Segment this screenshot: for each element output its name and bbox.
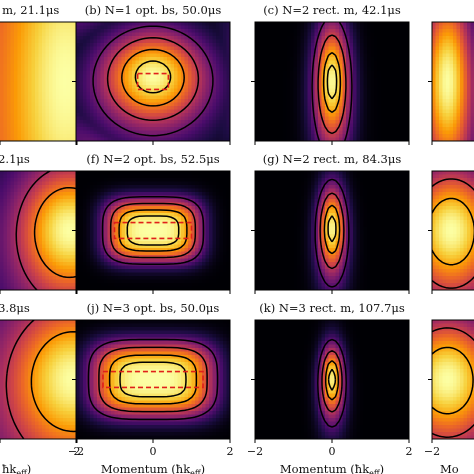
xlabel-k: Momentum (ħkeff) <box>280 462 384 474</box>
panel-title-f: (f) N=2 opt. bs, 52.5μs <box>86 152 219 166</box>
contour-l-2 <box>432 346 474 415</box>
xlabel-i: ħkeff) <box>2 462 31 474</box>
panel-b: (b) N=1 opt. bs, 50.0μs <box>72 3 231 145</box>
xlabel-l: Mo <box>440 462 459 474</box>
panel-title-g: (g) N=2 rect. m, 84.3μs <box>263 152 402 166</box>
panel-d: (d) N <box>428 21 474 145</box>
target-box-j <box>102 370 204 389</box>
contour-k-1 <box>321 350 343 413</box>
contour-k-3 <box>327 368 337 391</box>
xtick-label-k: −2 <box>247 445 263 458</box>
xtick-label-j: −2 <box>68 445 84 458</box>
contour-b-0 <box>92 25 214 137</box>
contour-j-2 <box>108 354 198 405</box>
contour-f-2 <box>118 209 188 252</box>
panel-j: (j) N=3 opt. bs, 50.0μs −2 0 2 Momentum (ħke… <box>68 301 234 474</box>
contour-j-3 <box>119 361 187 398</box>
contour-l-1 <box>432 327 474 438</box>
panel-l: (l) N−2Mo <box>424 319 474 474</box>
heatmap-a <box>0 22 77 141</box>
contour-j-0 <box>87 338 219 421</box>
contour-j-1 <box>98 346 208 413</box>
panel-title-j: (j) N=3 opt. bs, 50.0μs <box>87 301 220 315</box>
contour-k-0 <box>317 338 347 428</box>
contour-i-0 <box>5 320 35 439</box>
contour-f-0 <box>101 196 205 265</box>
xtick-label-k: 2 <box>406 445 413 458</box>
xtick-label-j: 0 <box>150 445 157 458</box>
contour-c-1 <box>317 34 347 135</box>
contour-f-1 <box>109 202 197 259</box>
contour-c-2 <box>322 52 342 113</box>
panel-f: (f) N=2 opt. bs, 52.5μs <box>72 152 231 294</box>
heatmap-f <box>76 171 230 290</box>
heatmap-j <box>76 320 230 439</box>
heatmap-i <box>0 320 77 439</box>
xtick-label-k: 0 <box>329 445 336 458</box>
heatmap-b <box>76 22 230 141</box>
heatmap-g <box>255 171 409 290</box>
contour-f-3 <box>126 215 180 246</box>
xtick-label-j: 2 <box>227 445 234 458</box>
contour-g-3 <box>327 215 337 243</box>
panel-a: N=1 rect. m, 21.1μs <box>0 3 78 145</box>
contour-g-2 <box>323 204 341 255</box>
xtick-label-l: −2 <box>424 445 440 458</box>
contour-b-2 <box>121 48 185 107</box>
panel-title-i: bs, 53.8μs <box>0 301 30 315</box>
contour-b-1 <box>106 37 200 122</box>
panel-c: (c) N=2 rect. m, 42.1μs <box>251 3 410 145</box>
heatmap-l <box>432 320 474 439</box>
panel-title-a: N=1 rect. m, 21.1μs <box>0 3 59 17</box>
contour-g-0 <box>314 178 350 288</box>
xlabel-j: Momentum (ħkeff) <box>101 462 205 474</box>
contour-g-1 <box>319 192 345 270</box>
xtick-label-i: 2 <box>74 445 81 458</box>
panel-title-e: bs, 42.1μs <box>0 152 30 166</box>
contour-h-1 <box>432 178 474 289</box>
heatmap-e <box>0 171 77 290</box>
contour-e-0 <box>15 171 51 290</box>
panel-h: (h) N <box>428 170 474 294</box>
panel-title-b: (b) N=1 opt. bs, 50.0μs <box>85 3 222 17</box>
panel-title-c: (c) N=2 rect. m, 42.1μs <box>263 3 401 17</box>
contour-c-0 <box>311 22 353 141</box>
heatmap-c <box>255 22 409 141</box>
panel-e: bs, 42.1μs <box>0 152 78 294</box>
heatmap-h <box>432 171 474 290</box>
heatmap-d <box>432 22 474 141</box>
contour-e-1 <box>33 186 77 279</box>
panel-title-k: (k) N=3 rect. m, 107.7μs <box>259 301 405 315</box>
contour-i-1 <box>30 330 77 433</box>
panel-g: (g) N=2 rect. m, 84.3μs <box>251 152 410 294</box>
target-box-f <box>113 221 193 240</box>
panel-k: (k) N=3 rect. m, 107.7μs −2 0 2 Momentum (ħk… <box>247 301 413 474</box>
contour-c-3 <box>326 64 338 100</box>
heatmap-k <box>255 320 409 439</box>
contour-k-2 <box>324 360 340 401</box>
